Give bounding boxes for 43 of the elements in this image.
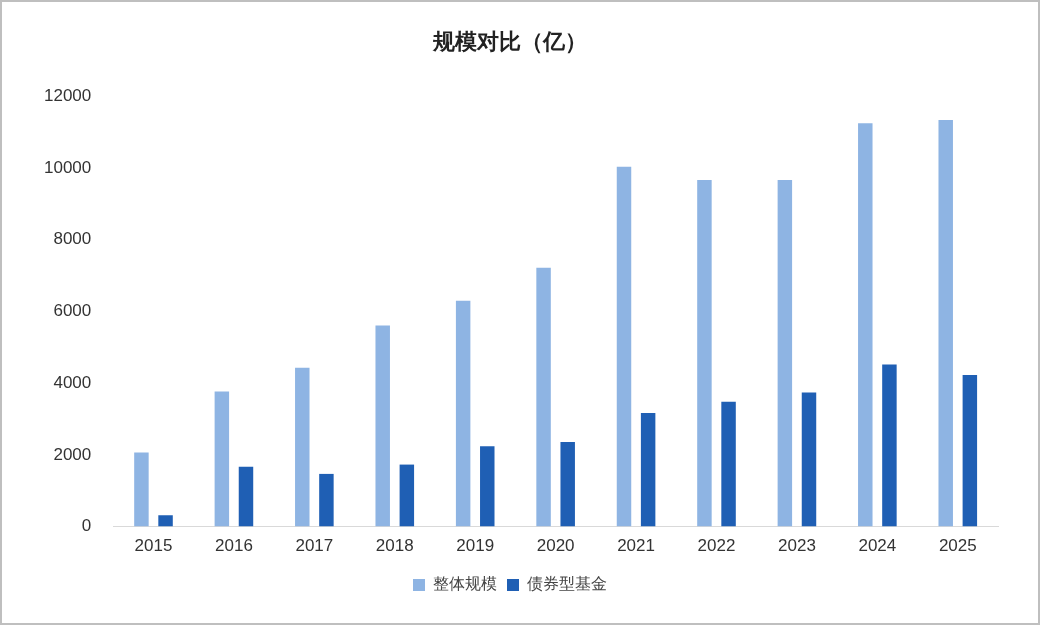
y-tick-label: 4000 <box>53 372 92 392</box>
bar <box>319 473 334 527</box>
x-tick-label: 2022 <box>697 536 736 556</box>
bar <box>801 392 817 527</box>
bar <box>858 123 873 527</box>
x-tick-label: 2025 <box>938 536 977 556</box>
legend-label: 整体规模 <box>433 575 497 593</box>
bar <box>480 446 495 527</box>
bar <box>560 441 575 527</box>
x-tick-label: 2015 <box>134 536 173 556</box>
bar <box>697 179 712 527</box>
bar <box>536 267 551 527</box>
chart-title: 规模对比（亿） <box>432 29 587 55</box>
x-tick-label: 2019 <box>456 536 495 556</box>
bar <box>214 391 230 527</box>
y-tick-label: 2000 <box>53 444 92 464</box>
y-tick-label: 10000 <box>43 157 92 177</box>
bar <box>455 300 471 527</box>
bar <box>238 466 254 527</box>
x-tick-label: 2016 <box>215 536 253 556</box>
y-tick-label: 6000 <box>53 301 92 321</box>
bar <box>938 120 953 527</box>
bar <box>721 401 736 527</box>
bar <box>640 412 656 527</box>
y-tick-label: 0 <box>81 516 92 536</box>
bar <box>134 452 149 527</box>
x-tick-label: 2024 <box>858 536 897 556</box>
bar <box>295 367 310 527</box>
x-tick-label: 2017 <box>295 536 334 556</box>
x-tick-label: 2021 <box>617 536 655 556</box>
bar <box>375 325 390 527</box>
bar <box>882 364 897 527</box>
bar <box>399 464 415 527</box>
x-tick-label: 2020 <box>536 536 575 556</box>
bar <box>616 166 632 527</box>
x-tick-label: 2018 <box>375 536 414 556</box>
y-tick-label: 8000 <box>53 229 92 249</box>
y-tick-label: 12000 <box>43 86 92 106</box>
legend-label: 债券型基金 <box>527 575 607 593</box>
bar <box>777 179 793 527</box>
bar <box>962 374 978 527</box>
bar <box>158 515 173 527</box>
x-tick-label: 2023 <box>778 536 816 556</box>
